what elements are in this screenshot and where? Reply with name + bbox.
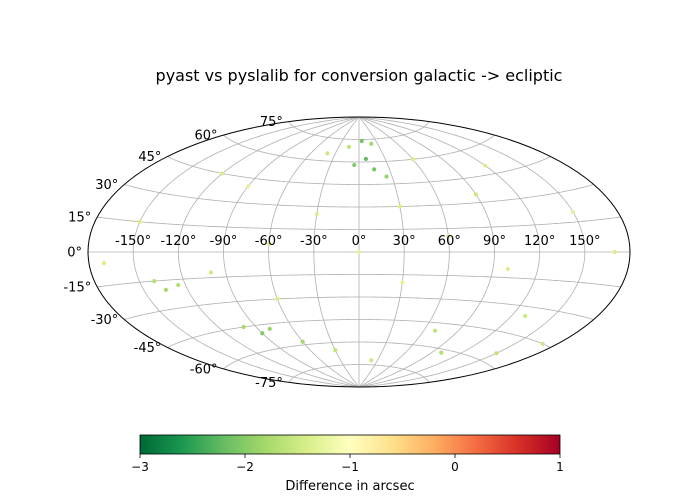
data-point [410,157,415,162]
latitude-tick-label: 30° [95,178,118,193]
longitude-tick-label: 120° [524,234,555,249]
data-point [137,219,142,224]
data-point [540,341,545,346]
latitude-tick-label: -15° [63,280,91,295]
data-point [300,339,305,344]
colorbar: −3 −2 −1 0 1 Difference in arcsec [131,434,564,494]
parallel-line [223,134,495,163]
latitude-tick-label: -75° [255,376,283,391]
data-point [570,209,576,214]
colorbar-tick-label: −2 [236,460,254,474]
parallel-line [97,274,621,288]
data-point [152,278,157,284]
parallel-line [288,364,430,383]
data-point [439,350,444,355]
colorbar-ticks: −3 −2 −1 0 1 [131,454,564,474]
data-point [494,351,499,356]
chart-title: pyast vs pyslalib for conversion galacti… [156,66,563,85]
data-point [314,211,319,217]
longitude-tick-label: -60° [255,234,283,249]
colorbar-tick-label: 1 [556,460,564,474]
longitude-tick-label: 150° [569,234,600,249]
latitude-tick-label: 0° [67,246,82,261]
longitude-tick-label: -90° [210,234,238,249]
data-point [208,270,213,275]
data-point [369,141,374,146]
data-point [101,261,107,266]
data-point [523,313,528,319]
data-point [432,328,438,333]
colorbar-tick-label: −3 [131,460,149,474]
data-point [369,358,374,363]
data-point [333,348,338,353]
latitude-tick-label: 60° [194,129,217,144]
data-point [446,234,451,239]
parallel-line [223,341,495,370]
parallel-line [167,319,551,348]
latitude-tick-label: 75° [260,115,283,130]
data-point [325,151,330,156]
longitude-tick-label: 0° [352,234,367,249]
colorbar-tick-label: −1 [341,460,359,474]
scatter-points [101,138,618,363]
data-point [275,296,280,302]
longitude-tick-label: 30° [393,234,416,249]
longitude-tick-label: -30° [300,234,328,249]
data-point [220,171,225,176]
parallel-line [97,216,621,230]
data-point [483,163,488,168]
latitude-tick-label: -30° [91,313,119,328]
data-point [163,287,169,292]
parallel-line [288,121,430,140]
data-point [363,156,369,162]
colorbar-tick-label: 0 [451,460,459,474]
map-boundary [87,116,631,388]
data-point [384,174,389,179]
data-point [356,249,362,255]
data-point [352,162,357,168]
colorbar-gradient [139,434,561,455]
colorbar-label: Difference in arcsec [285,479,414,494]
data-point [372,167,377,172]
parallel-line [124,184,594,208]
data-point [266,242,271,247]
longitude-tick-labels: -150° -120° -90° -60° -30° 0° 30° 60° 90° 120° 150… [115,234,600,249]
longitude-tick-label: -120° [160,234,196,249]
data-point [346,144,352,149]
latitude-tick-label: -60° [190,362,218,377]
longitude-tick-label: -150° [115,234,151,249]
longitude-tick-label: 90° [483,234,506,249]
data-point [359,138,364,144]
data-point [505,266,510,272]
data-point [267,326,272,331]
longitude-tick-label: 60° [438,234,461,249]
data-point [176,282,181,288]
latitude-tick-label: 45° [138,150,161,165]
latitude-tick-label: 15° [68,211,91,226]
data-point [397,204,403,209]
data-point [612,249,618,255]
data-point [245,184,251,189]
data-point [260,331,265,336]
parallel-line [124,296,594,320]
data-point [241,324,246,330]
data-point [400,280,405,285]
latitude-tick-label: -45° [134,341,162,356]
data-point [473,192,478,197]
latitude-tick-labels: 75° 60° 45° 30° 15° 0° -15° -30° -45° -60° -75° [63,115,282,391]
